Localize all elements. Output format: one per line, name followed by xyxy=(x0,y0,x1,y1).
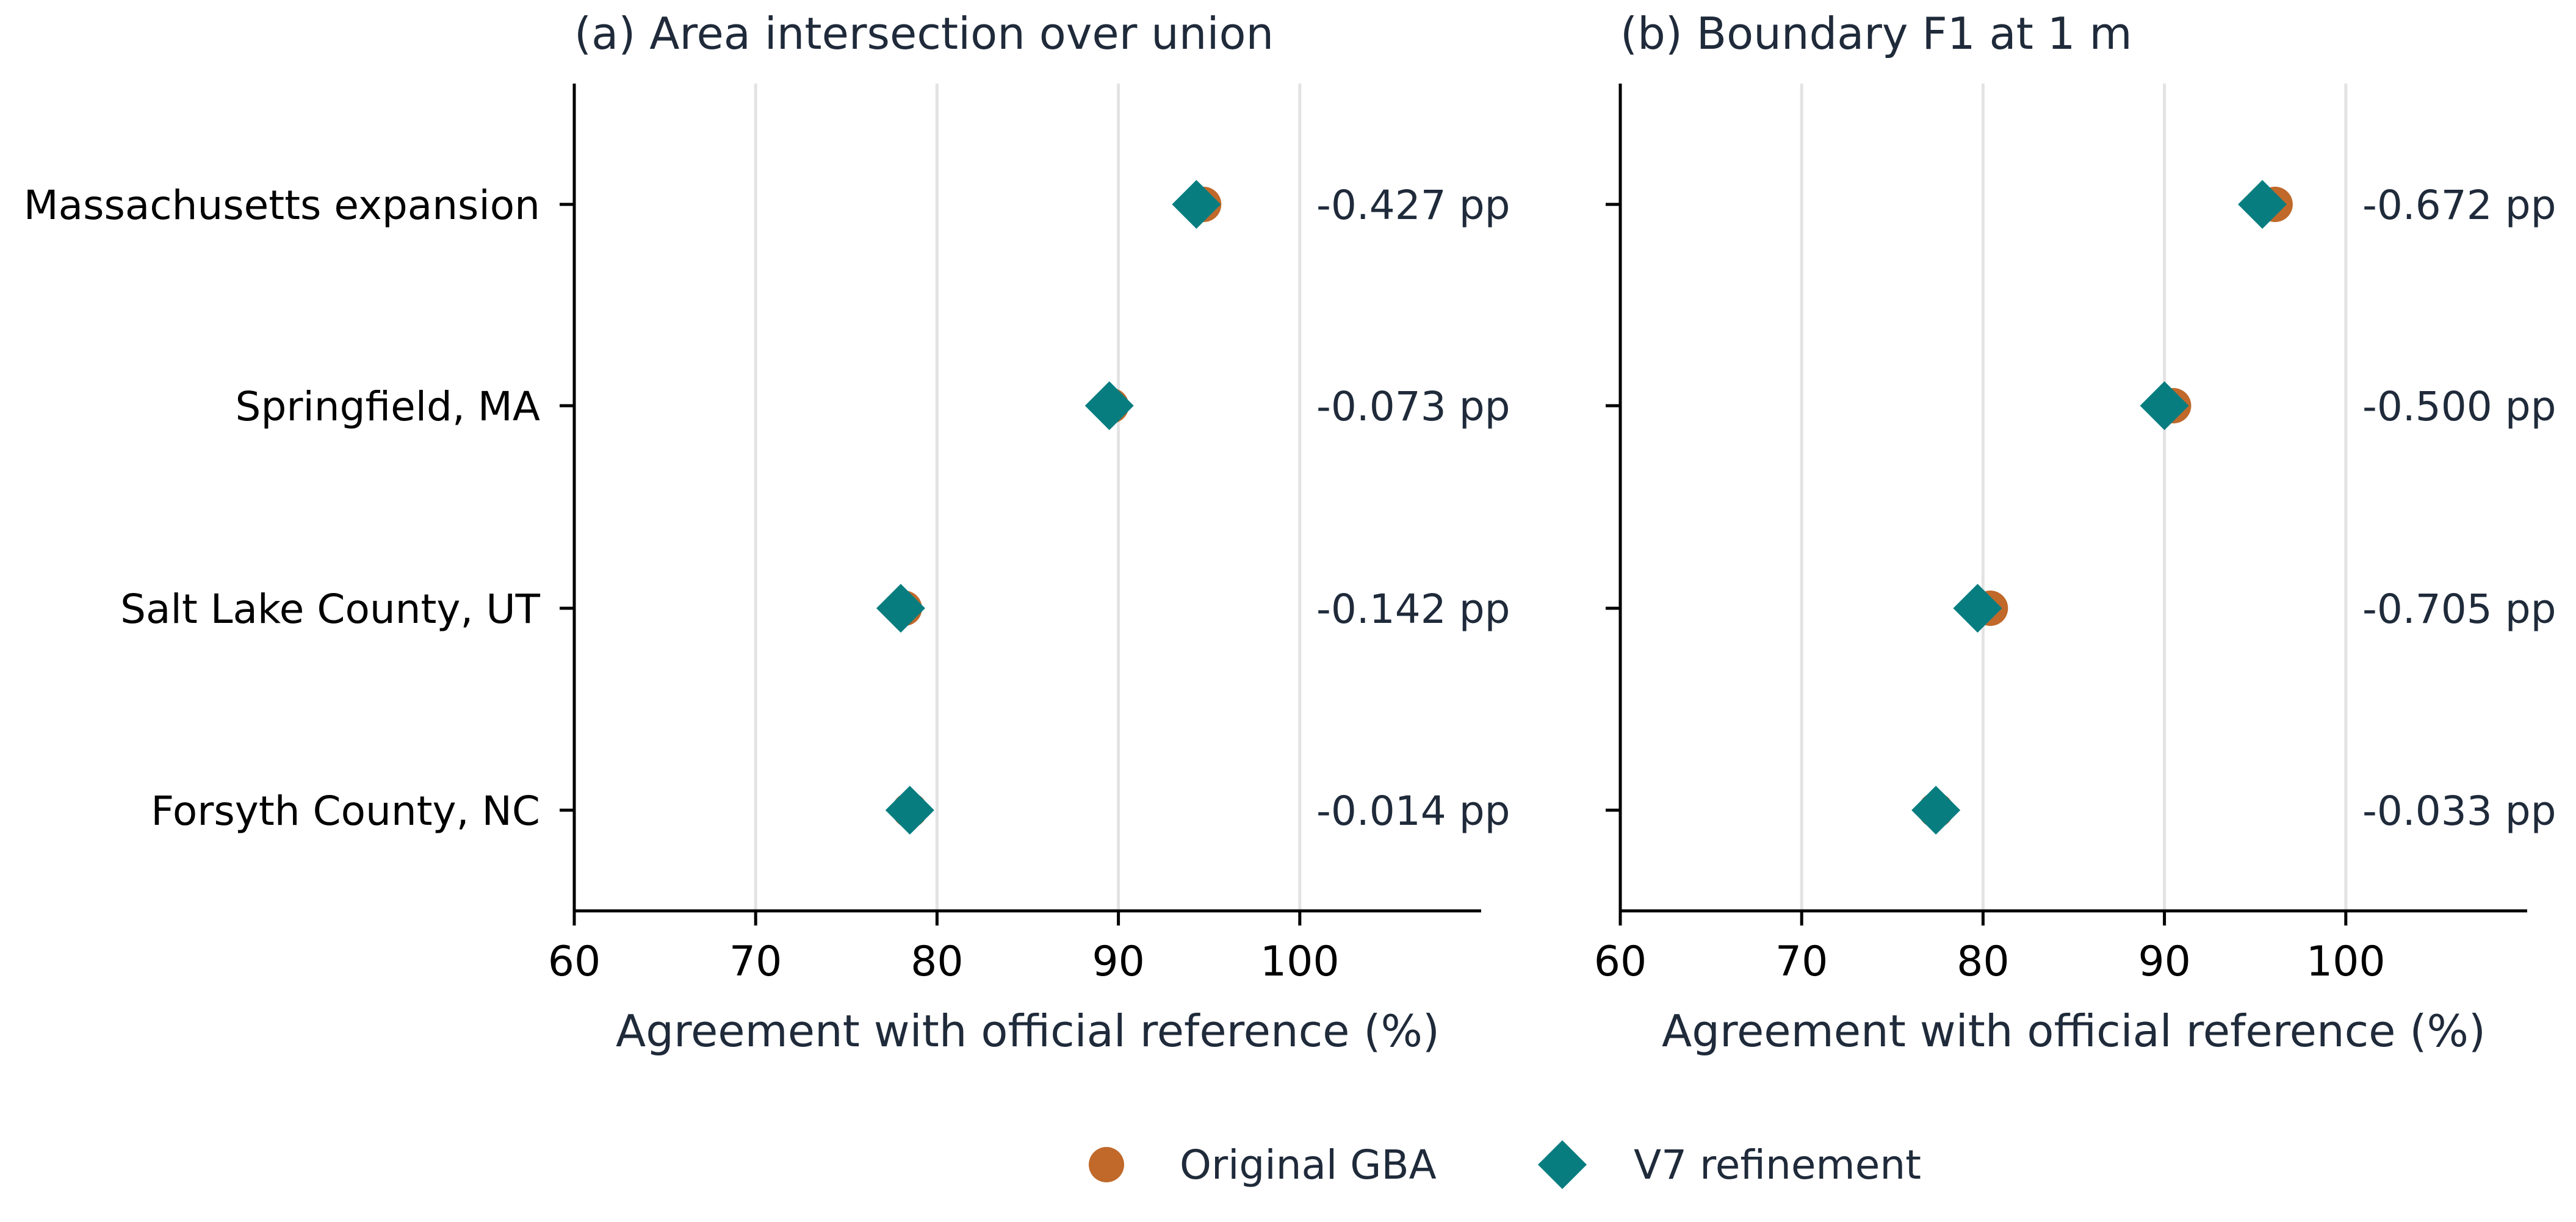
panel-title: (a) Area intersection over union xyxy=(574,8,1274,59)
panel-title: (b) Boundary F1 at 1 m xyxy=(1620,8,2132,59)
panel-b: (b) Boundary F1 at 1 m 60 70 80 90 100 Agreeme… xyxy=(1594,8,2556,1057)
point-v7-refinement xyxy=(1911,786,1961,835)
x-tick-label: 90 xyxy=(2138,938,2191,986)
point-v7-refinement xyxy=(2140,381,2189,430)
delta-annotation: -0.142 pp xyxy=(1316,586,1510,633)
x-tick-label: 90 xyxy=(1092,938,1145,986)
delta-annotation: -0.033 pp xyxy=(2362,788,2556,835)
x-tick-label: 70 xyxy=(729,938,782,986)
legend-label-v7-refinement: V7 refinement xyxy=(1634,1141,1921,1188)
legend-label-original-gba: Original GBA xyxy=(1180,1141,1437,1188)
x-axis-label: Agreement with official reference (%) xyxy=(616,1005,1440,1057)
legend-marker-v7-refinement xyxy=(1538,1140,1587,1189)
x-tick-label: 100 xyxy=(2306,938,2386,986)
legend-marker-original-gba xyxy=(1089,1147,1124,1182)
point-v7-refinement xyxy=(2238,180,2287,229)
point-v7-refinement xyxy=(876,584,925,633)
x-tick-label: 80 xyxy=(1957,938,2010,986)
delta-annotation: -0.073 pp xyxy=(1316,383,1510,430)
y-tick-label: Springfield, MA xyxy=(236,383,540,430)
point-v7-refinement xyxy=(1172,180,1221,229)
x-tick-label: 60 xyxy=(1594,938,1647,986)
point-v7-refinement xyxy=(885,786,934,835)
x-tick-label: 80 xyxy=(911,938,964,986)
legend: Original GBA V7 refinement xyxy=(1089,1140,1921,1189)
delta-annotation: -0.014 pp xyxy=(1316,788,1510,835)
delta-annotation: -0.500 pp xyxy=(2362,383,2556,430)
panel-a: (a) Area intersection over union 60 70 80 90… xyxy=(24,8,1510,1057)
point-v7-refinement xyxy=(1084,381,1134,430)
delta-annotation: -0.705 pp xyxy=(2362,586,2556,633)
delta-annotation: -0.672 pp xyxy=(2362,182,2556,229)
delta-annotation: -0.427 pp xyxy=(1316,182,1510,229)
x-tick-label: 100 xyxy=(1260,938,1340,986)
x-tick-label: 70 xyxy=(1775,938,1828,986)
x-tick-label: 60 xyxy=(548,938,601,986)
y-tick-label: Salt Lake County, UT xyxy=(120,586,541,633)
x-axis-label: Agreement with official reference (%) xyxy=(1662,1005,2486,1057)
y-tick-label: Massachusetts expansion xyxy=(24,182,540,229)
y-tick-label: Forsyth County, NC xyxy=(151,788,540,835)
point-v7-refinement xyxy=(1953,584,2002,633)
